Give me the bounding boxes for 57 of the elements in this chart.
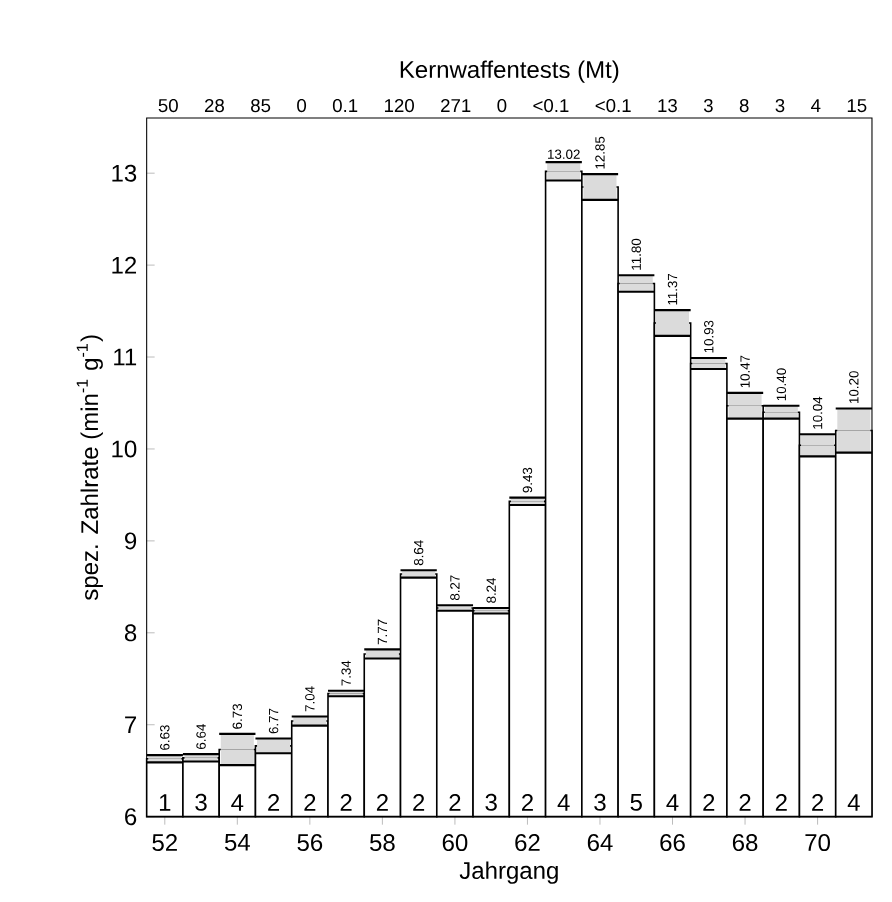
y-tick-label: 12 [112,256,137,274]
text: 13 [658,98,677,113]
text: 85 [251,98,271,113]
annotation: 4 [557,794,570,811]
y-tick-label: 11 [114,348,137,366]
annotation: 3 [195,793,207,811]
y-tick-label: 9 [125,532,137,550]
annotation: 2 [775,794,787,811]
x-tick-label: 66 [660,834,685,852]
x-tick-label: 68 [732,834,758,852]
annotation: 2 [449,794,461,811]
text: 3 [775,98,785,113]
text: 0 [297,98,307,113]
annotation: 2 [340,794,352,811]
annotation: 2 [304,794,316,811]
annotation: 2 [268,794,280,811]
y-tick-label: 6 [125,808,137,826]
annotation: 3 [485,793,497,811]
y-tick-label: 10 [112,440,137,458]
annotation: 4 [666,794,679,811]
x-tick-label: 56 [297,834,323,852]
annotation: 3 [594,793,606,811]
annotation: 2 [739,794,751,811]
annotation: 2 [376,794,388,811]
text: 0.1 [332,98,358,113]
text: 3 [703,98,713,113]
x-tick-label: 52 [152,834,177,852]
annotation: 2 [521,794,533,811]
text: 0 [497,98,507,113]
text: <0.1 [533,98,569,113]
text: <0.1 [595,98,631,113]
x-tick-label: 70 [805,834,830,852]
annotation: 5 [630,794,642,811]
text: 4 [811,99,821,112]
annotation: 2 [812,794,824,811]
annotation: 2 [413,794,425,811]
annotation: 4 [847,794,860,811]
text: 8 [739,98,749,113]
x-tick-label: 62 [515,834,540,852]
y-axis-title: spez. Zahlrate (min$^{-1}$ g$^{-1}$) [76,335,103,601]
x-tick-label: 60 [442,834,468,852]
text: 271 [441,98,471,112]
text: Kernwaffentests (Mt) [400,60,619,83]
y-tick-label: 8 [124,624,137,642]
x-axis-title: Jahrgang [459,861,558,884]
annotation: 1 [159,794,171,811]
annotation: 2 [703,794,715,811]
y-tick-label: 7 [125,716,137,733]
annotation: 4 [231,794,244,811]
x-tick-label: 64 [587,834,613,852]
text: 28 [204,98,224,113]
x-tick-label: 58 [370,834,395,852]
x-tick-label: 54 [224,834,250,851]
text: 15 [847,99,867,113]
y-tick-label: 13 [112,164,137,182]
text: 120 [384,98,414,113]
text: 50 [158,98,178,113]
